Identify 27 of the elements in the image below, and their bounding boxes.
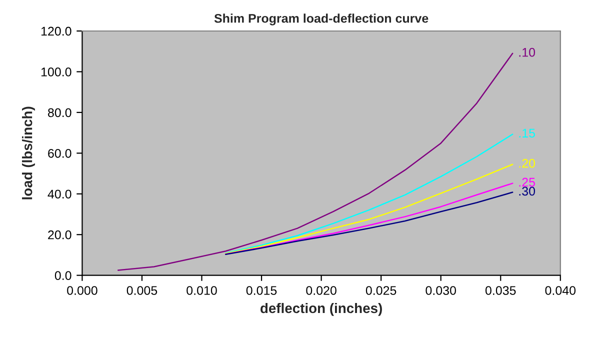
x-axis-title: deflection (inches) [260, 302, 382, 316]
x-tick-label: 0.000 [67, 286, 98, 295]
x-tick-label: 0.035 [485, 286, 516, 295]
y-tick-label: 120.0 [41, 26, 72, 36]
x-tick-label: 0.030 [426, 286, 456, 295]
y-axis-title: load (lbs/inch) [22, 106, 35, 200]
x-tick-label: 0.005 [126, 286, 158, 295]
y-tick-label: 100.0 [41, 68, 72, 76]
x-tick-label: 0.020 [306, 286, 336, 295]
y-tick-label: 40.0 [48, 190, 72, 199]
series-label: .30 [519, 186, 536, 196]
x-tick-label: 0.025 [366, 286, 396, 295]
line-series [117, 52, 514, 271]
line-series [225, 134, 514, 254]
series-label: .20 [519, 158, 536, 168]
x-tick-label: 0.015 [246, 286, 277, 295]
series-label: .15 [519, 128, 535, 138]
y-tick-label: 0.0 [54, 271, 72, 280]
y-tick-label: 80.0 [48, 108, 72, 118]
y-tick-label: 60.0 [48, 148, 72, 158]
y-tick-label: 20.0 [48, 230, 72, 240]
series-label: .10 [519, 48, 536, 57]
x-tick-label: 0.040 [545, 286, 576, 295]
chart-title: Shim Program load-deflection curve [214, 14, 428, 26]
x-tick-label: 0.010 [186, 286, 217, 295]
series-label: .25 [519, 178, 535, 187]
line-series [225, 164, 514, 254]
